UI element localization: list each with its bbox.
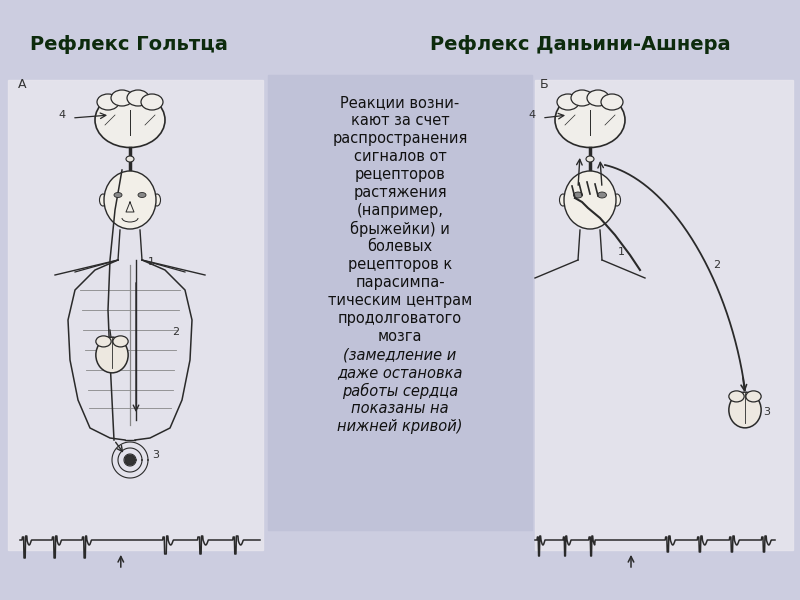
Text: 4: 4 [528,110,535,120]
Text: 1: 1 [618,247,625,257]
Ellipse shape [154,194,161,206]
Text: сигналов от: сигналов от [354,149,446,164]
Text: рецепторов: рецепторов [354,167,446,182]
Bar [268,75,532,530]
Ellipse shape [141,94,163,110]
Text: распространения: распространения [332,131,468,146]
Ellipse shape [729,391,744,402]
Text: тическим центрам: тическим центрам [328,293,472,308]
Text: Рефлекс Даньини-Ашнера: Рефлекс Даньини-Ашнера [430,35,730,55]
Ellipse shape [587,90,609,106]
Text: 2: 2 [172,327,179,337]
Ellipse shape [614,194,621,206]
Text: Реакции возни-: Реакции возни- [340,95,460,110]
Ellipse shape [564,171,616,229]
Bar [8,80,263,550]
Text: растяжения: растяжения [353,185,447,200]
Text: брыжейки) и: брыжейки) и [350,221,450,237]
Ellipse shape [113,336,128,347]
Text: А: А [18,78,26,91]
Text: Б: Б [540,78,549,91]
Text: нижней кривой): нижней кривой) [338,419,462,434]
Text: (например,: (например, [357,203,443,218]
Text: рецепторов к: рецепторов к [348,257,452,272]
Text: 3: 3 [763,407,770,417]
Ellipse shape [111,90,133,106]
Ellipse shape [598,192,606,198]
Text: Рефлекс Гольтца: Рефлекс Гольтца [30,35,228,55]
Ellipse shape [557,94,579,110]
Text: 2: 2 [714,260,721,271]
Ellipse shape [601,94,623,110]
Ellipse shape [127,90,149,106]
Text: 3: 3 [152,450,159,460]
Text: парасимпа-: парасимпа- [355,275,445,290]
Text: показаны на: показаны на [351,401,449,416]
Text: 4: 4 [58,110,65,120]
Ellipse shape [571,90,593,106]
Text: даже остановка: даже остановка [338,365,462,380]
Ellipse shape [114,193,122,197]
Ellipse shape [96,337,128,373]
Ellipse shape [95,92,165,148]
Text: (замедление и: (замедление и [343,347,457,362]
Ellipse shape [746,391,761,402]
Ellipse shape [96,336,111,347]
Text: 1: 1 [148,257,155,267]
Ellipse shape [555,92,625,148]
Ellipse shape [97,94,119,110]
Ellipse shape [104,171,156,229]
Text: мозга: мозга [378,329,422,344]
Bar [535,80,793,550]
Text: работы сердца: работы сердца [342,383,458,399]
Text: болевых: болевых [367,239,433,254]
Ellipse shape [99,194,106,206]
Ellipse shape [138,193,146,197]
Ellipse shape [126,156,134,162]
Ellipse shape [574,192,582,198]
Text: продолговатого: продолговатого [338,311,462,326]
Circle shape [125,455,135,465]
Ellipse shape [586,156,594,162]
Ellipse shape [729,392,761,428]
Text: кают за счет: кают за счет [350,113,450,128]
Ellipse shape [559,194,566,206]
